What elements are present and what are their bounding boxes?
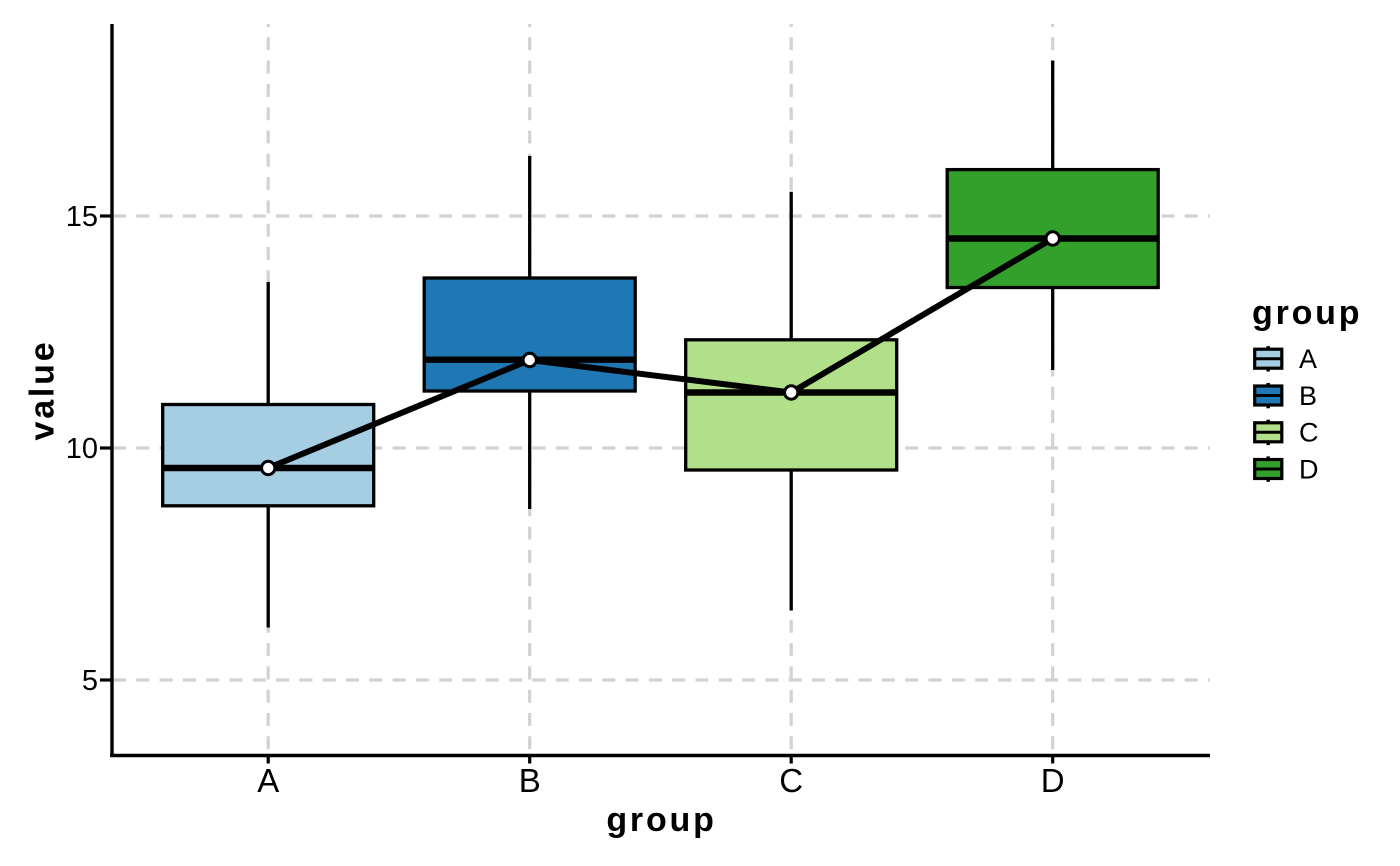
svg-text:value: value	[24, 340, 62, 441]
svg-text:A: A	[257, 762, 279, 799]
svg-text:5: 5	[82, 665, 98, 697]
svg-text:10: 10	[66, 433, 98, 465]
svg-text:D: D	[1299, 454, 1319, 484]
svg-text:15: 15	[66, 201, 98, 233]
svg-text:C: C	[779, 762, 803, 799]
svg-text:group: group	[606, 801, 716, 839]
svg-text:B: B	[519, 762, 541, 799]
svg-text:C: C	[1299, 418, 1319, 448]
svg-text:group: group	[1252, 294, 1362, 332]
svg-text:B: B	[1299, 381, 1317, 411]
svg-text:D: D	[1041, 762, 1065, 799]
svg-text:A: A	[1299, 344, 1317, 374]
